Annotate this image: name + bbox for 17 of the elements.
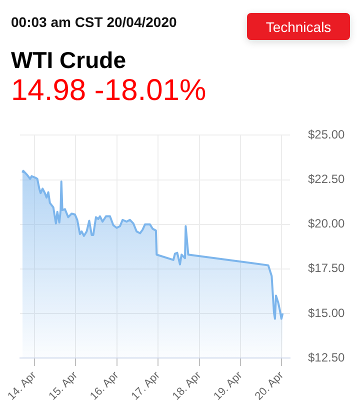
x-tick-label: 18. Apr [170,369,204,403]
x-tick-label: 16. Apr [88,369,122,403]
y-tick-label: $12.50 [308,350,346,364]
y-tick-label: $25.00 [308,128,346,142]
y-tick-label: $20.00 [308,216,346,231]
chart-title: WTI Crude [11,47,126,74]
text: 00:03 am CST 20/04/2020 [11,14,177,30]
x-tick-label: 19. Apr [212,369,245,403]
x-tick-label: 14. Apr [6,369,39,403]
x-tick-label: 20. Apr [252,369,286,403]
y-tick-label: $22.50 [308,172,346,186]
y-tick-label: $15.00 [308,306,346,320]
technicals-button: Technicals [247,13,350,40]
y-tick-label: $17.50 [308,261,346,276]
x-tick-label: 15. Apr [46,369,80,403]
chart-subtitle: 14.98 -18.01% [11,74,206,108]
x-tick-label: 17. Apr [129,369,163,403]
